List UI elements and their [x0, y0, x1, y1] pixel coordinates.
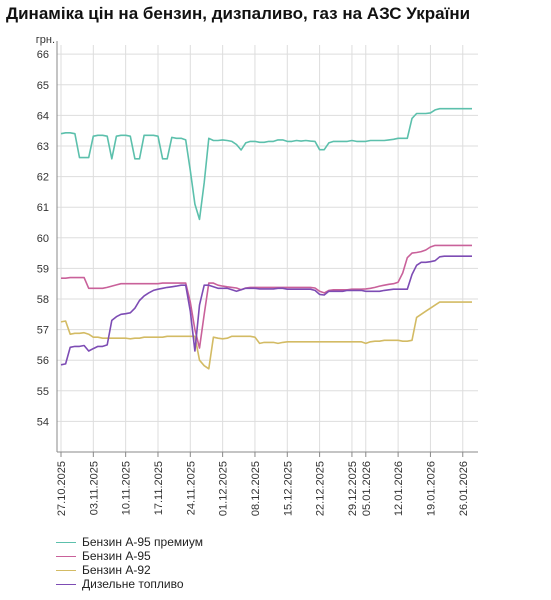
chart-title: Динаміка цін на бензин, дизпаливо, газ н…: [6, 4, 471, 23]
y-tick-label: 63: [37, 141, 49, 153]
y-tick-label: 64: [37, 110, 49, 122]
y-axis-label: грн.: [36, 34, 55, 46]
y-tick-label: 61: [37, 202, 49, 214]
legend-label: Бензин А-92: [82, 563, 151, 577]
y-tick-label: 65: [37, 80, 49, 92]
legend-item[interactable]: Бензин А-92: [56, 563, 203, 577]
series-line-3: [60, 255, 472, 366]
legend-swatch: [56, 569, 76, 571]
legend-label: Бензин А-95 премиум: [82, 535, 203, 549]
y-tick-label: 62: [37, 172, 49, 184]
y-tick-label: 56: [37, 355, 49, 367]
x-tick-label: 03.11.2025: [88, 461, 100, 515]
x-tick-label: 08.12.2025: [250, 461, 262, 516]
x-tick-label: 01.12.2025: [218, 461, 230, 516]
x-tick-label: 27.10.2025: [56, 461, 68, 516]
series-line-1: [61, 244, 472, 349]
legend-swatch: [56, 583, 76, 585]
x-tick-label: 29.12.2025: [347, 461, 359, 516]
x-tick-label: 22.12.2025: [315, 461, 327, 516]
chart-legend: Бензин А-95 премиум Бензин А-95 Бензин А-9…: [56, 535, 203, 591]
x-tick-label: 26.01.2026: [458, 461, 470, 516]
y-tick-label: 58: [37, 294, 49, 306]
legend-swatch: [56, 555, 76, 557]
y-tick-label: 55: [37, 386, 49, 398]
y-tick-label: 66: [37, 49, 49, 61]
y-tick-label: 60: [37, 233, 49, 245]
legend-swatch: [56, 541, 76, 543]
x-tick-label: 15.12.2025: [282, 461, 294, 516]
x-tick-label: 10.11.2025: [121, 461, 133, 515]
x-tick-label: 12.01.2026: [393, 461, 405, 516]
legend-item[interactable]: Бензин А-95: [56, 549, 203, 563]
x-tick-label: 17.11.2025: [153, 461, 165, 515]
legend-item[interactable]: Дизельне топливо: [56, 577, 203, 591]
series-line-2: [60, 301, 472, 370]
legend-label: Дизельне топливо: [82, 577, 184, 591]
series-line-0: [60, 107, 472, 221]
legend-item[interactable]: Бензин А-95 премиум: [56, 535, 203, 549]
y-tick-label: 59: [37, 263, 49, 275]
x-tick-label: 05.01.2026: [361, 461, 373, 516]
x-tick-label: 19.01.2026: [425, 461, 437, 516]
y-tick-label: 54: [37, 416, 49, 428]
x-tick-label: 24.11.2025: [185, 461, 197, 515]
y-tick-label: 57: [37, 325, 49, 337]
legend-label: Бензин А-95: [82, 549, 151, 563]
